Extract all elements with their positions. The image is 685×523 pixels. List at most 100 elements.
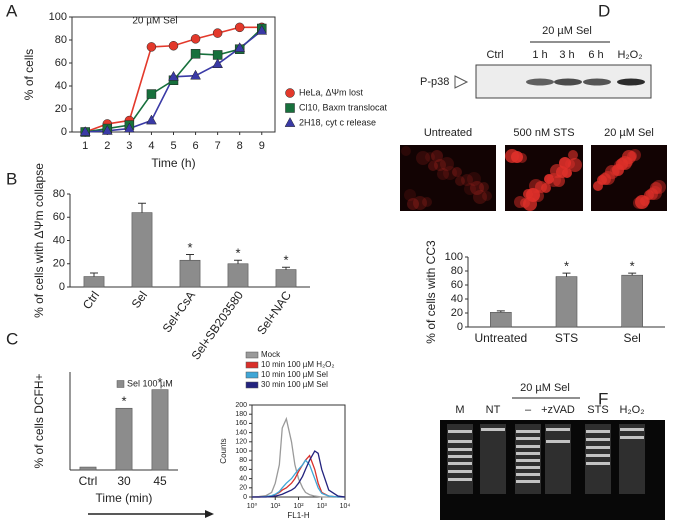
cell bbox=[431, 150, 443, 162]
marker bbox=[190, 34, 201, 44]
y-tick-label: 200 bbox=[235, 402, 247, 409]
cell bbox=[568, 158, 582, 172]
cell bbox=[464, 183, 476, 195]
legend-label: 30 min 100 µM Sel bbox=[261, 380, 328, 389]
gel-band bbox=[516, 480, 540, 483]
annotation: * bbox=[187, 240, 192, 255]
x-axis-label: Time (h) bbox=[151, 156, 195, 170]
error-bar bbox=[562, 272, 571, 277]
y-tick-label: 60 bbox=[53, 211, 65, 223]
cell bbox=[559, 157, 571, 169]
marker bbox=[256, 24, 268, 35]
y-tick-label: 40 bbox=[53, 234, 65, 246]
marker bbox=[168, 41, 179, 51]
y-tick-label: 100 bbox=[445, 251, 463, 263]
y-tick-label: 80 bbox=[55, 34, 67, 46]
gel-band bbox=[586, 438, 610, 441]
cell bbox=[467, 172, 481, 186]
gel-band bbox=[516, 452, 540, 455]
bar bbox=[79, 466, 97, 471]
gel-band bbox=[546, 440, 570, 443]
error-bar bbox=[90, 272, 98, 277]
gel-band bbox=[586, 446, 610, 449]
x-tick-label: Ctrl bbox=[80, 289, 102, 312]
cell bbox=[437, 168, 449, 180]
legend-swatch bbox=[116, 380, 125, 388]
gel-band bbox=[516, 466, 540, 469]
x-tick-label: 3 bbox=[126, 140, 132, 152]
x-axis-label: Time (min) bbox=[96, 491, 153, 505]
gel-band bbox=[448, 430, 472, 433]
pointer bbox=[454, 75, 469, 89]
cell bbox=[629, 149, 641, 161]
y-tick-label: 100 bbox=[235, 448, 247, 455]
x-tick-label: Sel+NAC bbox=[254, 288, 294, 337]
y-tick-label: 0 bbox=[243, 494, 247, 501]
cell bbox=[601, 171, 615, 185]
x-tick-label: 2 bbox=[104, 140, 110, 152]
gel-band bbox=[516, 459, 540, 462]
y-tick-label: 80 bbox=[53, 188, 65, 200]
lane-label: H₂O₂ bbox=[617, 49, 642, 61]
cell bbox=[520, 198, 530, 208]
gel-band bbox=[448, 470, 472, 473]
marker bbox=[123, 122, 135, 133]
y-tick-label: 60 bbox=[239, 466, 247, 473]
arrow-head bbox=[205, 510, 214, 518]
y-tick-label: 0 bbox=[59, 281, 65, 293]
annotation: * bbox=[283, 253, 288, 268]
legend-label: Sel 100 µM bbox=[127, 378, 173, 388]
y-axis-label: Counts bbox=[219, 438, 228, 463]
x-tick-label: Sel+CsA bbox=[160, 289, 198, 336]
bar bbox=[131, 212, 153, 288]
blot-treatment: 20 µM Sel bbox=[542, 25, 592, 37]
marker bbox=[101, 124, 113, 135]
gel-band bbox=[546, 428, 570, 431]
lane-label: 6 h bbox=[588, 49, 603, 61]
y-tick-label: 0 bbox=[457, 321, 463, 333]
legend-label: Mock bbox=[261, 350, 281, 359]
x-tick-label: Ctrl bbox=[79, 474, 98, 488]
y-tick-label: 80 bbox=[451, 265, 463, 277]
x-tick-label: 10² bbox=[293, 503, 304, 510]
cell bbox=[544, 174, 554, 184]
legend-label: Cl10, Baxm translocat bbox=[299, 102, 388, 112]
x-tick-label: 10⁴ bbox=[340, 503, 351, 510]
gel-band bbox=[448, 440, 472, 443]
image-label: Untreated bbox=[424, 127, 472, 139]
annotation: * bbox=[564, 259, 569, 274]
bar bbox=[227, 263, 249, 288]
y-tick-label: 0 bbox=[61, 126, 67, 138]
cell bbox=[612, 164, 624, 176]
y-axis-label: % of cells with ΔΨm collapse bbox=[32, 163, 46, 318]
x-axis-label: FL1-H bbox=[287, 511, 309, 520]
x-tick-label: 6 bbox=[193, 140, 199, 152]
error-bar bbox=[628, 272, 637, 276]
marker bbox=[146, 89, 157, 99]
lane-smear bbox=[480, 424, 506, 494]
x-tick-label: Sel bbox=[623, 331, 640, 345]
annotation: * bbox=[235, 246, 240, 261]
cell bbox=[413, 196, 427, 210]
panel-label: D bbox=[598, 1, 610, 20]
legend-swatch bbox=[245, 361, 259, 369]
cell bbox=[425, 152, 435, 162]
gel-band bbox=[586, 462, 610, 465]
legend-label: HeLa, ΔΨm lost bbox=[299, 87, 364, 97]
bar bbox=[621, 274, 643, 328]
bar bbox=[151, 389, 169, 471]
y-tick-label: 20 bbox=[239, 485, 247, 492]
marker bbox=[79, 126, 91, 136]
cell bbox=[461, 174, 473, 186]
x-tick-label: 1 bbox=[82, 140, 88, 152]
lane-label: +zVAD bbox=[541, 404, 575, 416]
legend-label: 10 min 100 µM Sel bbox=[261, 370, 328, 379]
lane-label: – bbox=[525, 404, 532, 416]
lane-label: 3 h bbox=[559, 49, 574, 61]
cell bbox=[648, 186, 662, 200]
bar bbox=[275, 269, 297, 288]
error-bar bbox=[138, 202, 146, 213]
bar bbox=[490, 311, 512, 328]
cell bbox=[482, 191, 492, 201]
gel-treatment: 20 µM Sel bbox=[520, 382, 570, 394]
